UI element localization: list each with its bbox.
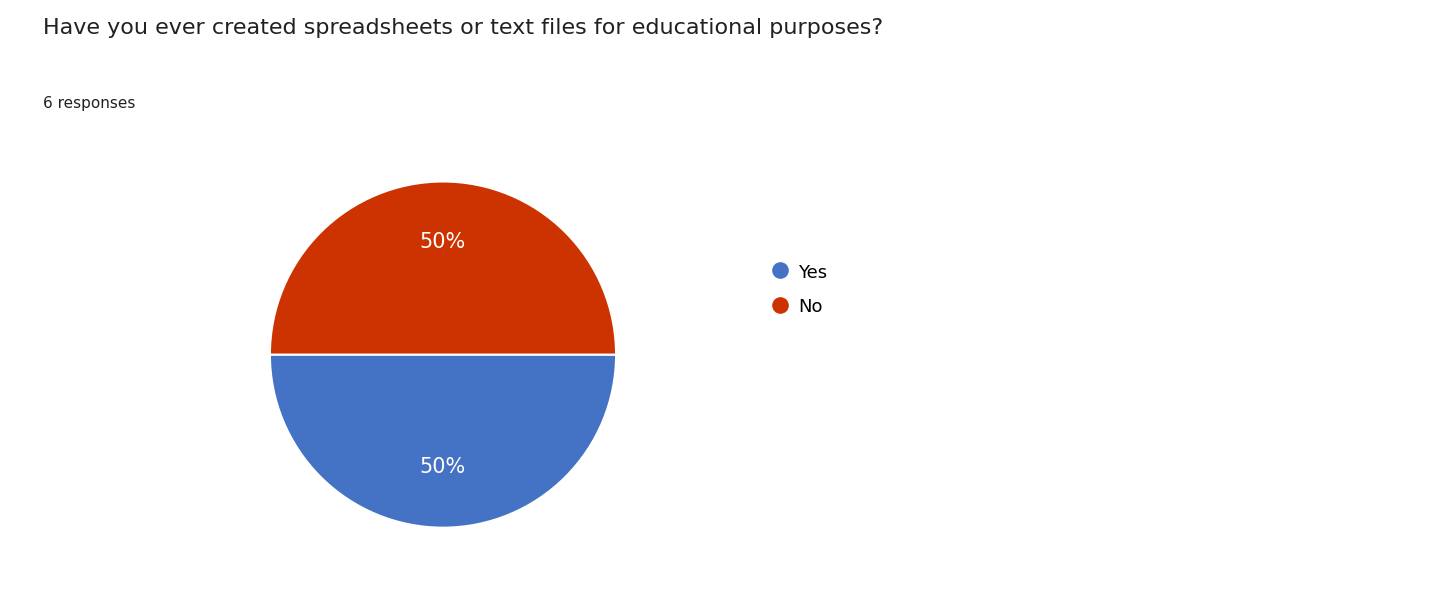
Wedge shape bbox=[270, 355, 616, 528]
Wedge shape bbox=[270, 182, 616, 355]
Text: 50%: 50% bbox=[420, 457, 466, 477]
Text: 50%: 50% bbox=[420, 232, 466, 252]
Legend: Yes, No: Yes, No bbox=[763, 256, 835, 323]
Text: Have you ever created spreadsheets or text files for educational purposes?: Have you ever created spreadsheets or te… bbox=[43, 18, 883, 38]
Text: 6 responses: 6 responses bbox=[43, 96, 136, 111]
